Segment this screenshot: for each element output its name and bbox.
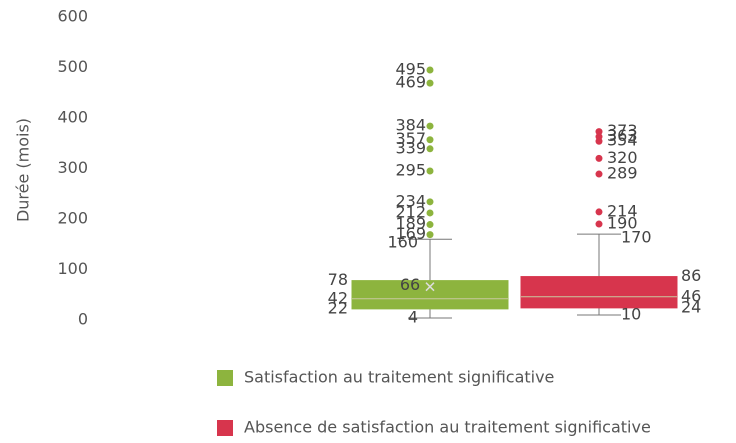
outlier xyxy=(426,122,434,130)
outlier xyxy=(595,208,603,216)
y-axis-label: Durée (mois) xyxy=(14,118,33,222)
stat-label: 170 xyxy=(621,228,652,247)
outlier xyxy=(595,220,603,228)
y-tick-label: 500 xyxy=(57,57,88,76)
outlier xyxy=(595,170,603,178)
outlier xyxy=(426,198,434,206)
outlier-label: 495 xyxy=(395,60,426,79)
outlier xyxy=(426,231,434,239)
legend-swatch xyxy=(217,420,233,436)
outlier-label: 295 xyxy=(395,161,426,180)
outlier xyxy=(595,133,603,141)
outlier-label: 384 xyxy=(395,116,426,135)
mean-label: 66 xyxy=(400,275,420,294)
box xyxy=(520,276,678,309)
outlier xyxy=(426,145,434,153)
outlier-label: 190 xyxy=(607,214,638,233)
outlier-label: 214 xyxy=(607,201,638,220)
mean-marker xyxy=(425,282,435,292)
outlier-label: 373 xyxy=(607,121,638,140)
stat-label: 160 xyxy=(387,233,418,252)
outlier-label: 339 xyxy=(395,138,426,157)
outlier xyxy=(426,167,434,175)
y-tick-label: 100 xyxy=(57,259,88,278)
outlier-label: 169 xyxy=(395,224,426,243)
outlier-label: 354 xyxy=(607,131,638,150)
stat-label: 78 xyxy=(328,270,348,289)
legend-label: Absence de satisfaction au traitement si… xyxy=(244,418,651,437)
outlier xyxy=(426,136,434,144)
stat-label: 22 xyxy=(328,298,348,317)
outlier xyxy=(426,79,434,87)
y-tick-label: 600 xyxy=(57,7,88,26)
stat-label: 86 xyxy=(681,266,701,285)
outlier-label: 234 xyxy=(395,191,426,210)
outlier-label: 357 xyxy=(395,129,426,148)
stat-label: 46 xyxy=(681,286,701,305)
y-tick-label: 400 xyxy=(57,108,88,127)
outlier xyxy=(595,128,603,136)
outlier xyxy=(426,209,434,217)
y-tick-label: 300 xyxy=(57,158,88,177)
stat-label: 4 xyxy=(408,307,418,326)
legend-label: Satisfaction au traitement significative xyxy=(244,368,554,387)
outlier xyxy=(595,154,603,162)
outlier xyxy=(426,66,434,74)
stat-label: 42 xyxy=(328,288,348,307)
legend-swatch xyxy=(217,370,233,386)
outlier xyxy=(426,221,434,229)
y-tick-label: 200 xyxy=(57,209,88,228)
outlier-label: 363 xyxy=(607,126,638,145)
outlier-label: 189 xyxy=(395,214,426,233)
stat-label: 24 xyxy=(681,297,701,316)
y-tick-label: 0 xyxy=(78,310,88,329)
outlier-label: 320 xyxy=(607,148,638,167)
box xyxy=(351,280,509,310)
stat-label: 10 xyxy=(621,304,641,323)
outlier-label: 469 xyxy=(395,73,426,92)
outlier-label: 212 xyxy=(395,202,426,221)
outlier-label: 289 xyxy=(607,164,638,183)
